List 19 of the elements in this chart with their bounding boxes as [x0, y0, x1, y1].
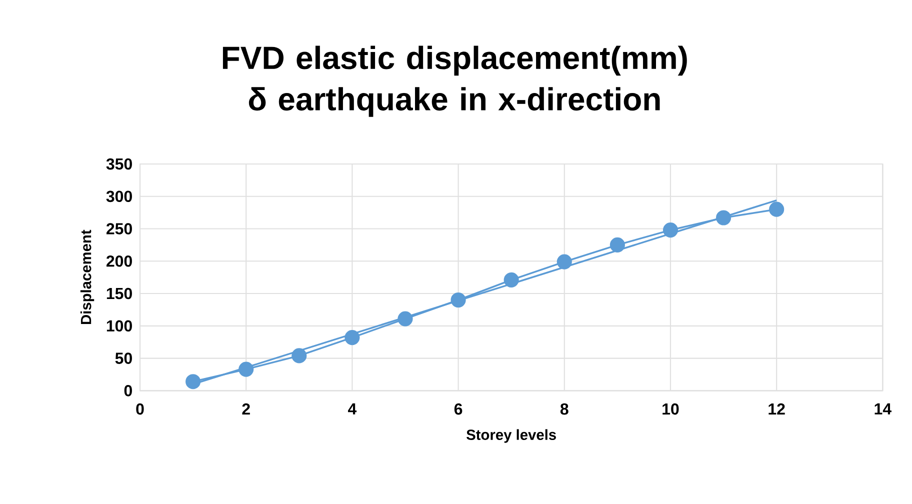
x-tick-label: 14: [874, 403, 892, 414]
chart-title: FVD elastic displacement(mm) δ earthquake in x-direction: [222, 46, 687, 117]
y-tick-label: 0: [124, 385, 132, 396]
y-axis-title: Displacement: [80, 230, 94, 324]
y-tick-label: 100: [106, 320, 132, 332]
x-tick-label: 8: [560, 403, 568, 415]
y-tick-label: 250: [106, 223, 132, 234]
x-tick-label: 2: [242, 403, 250, 415]
x-tick-label: 6: [454, 403, 462, 415]
y-tick-label: 200: [106, 255, 132, 267]
x-axis-title: Storey levels: [466, 429, 556, 443]
x-tick-label: 10: [662, 403, 679, 415]
x-tick-label: 4: [348, 403, 357, 414]
x-tick-label: 12: [768, 403, 785, 415]
y-tick-label: 150: [106, 288, 132, 300]
y-tick-label: 50: [115, 352, 132, 364]
y-tick-label: 300: [106, 190, 132, 202]
x-tick-label: 0: [136, 403, 144, 415]
y-tick-label: 350: [106, 158, 132, 170]
